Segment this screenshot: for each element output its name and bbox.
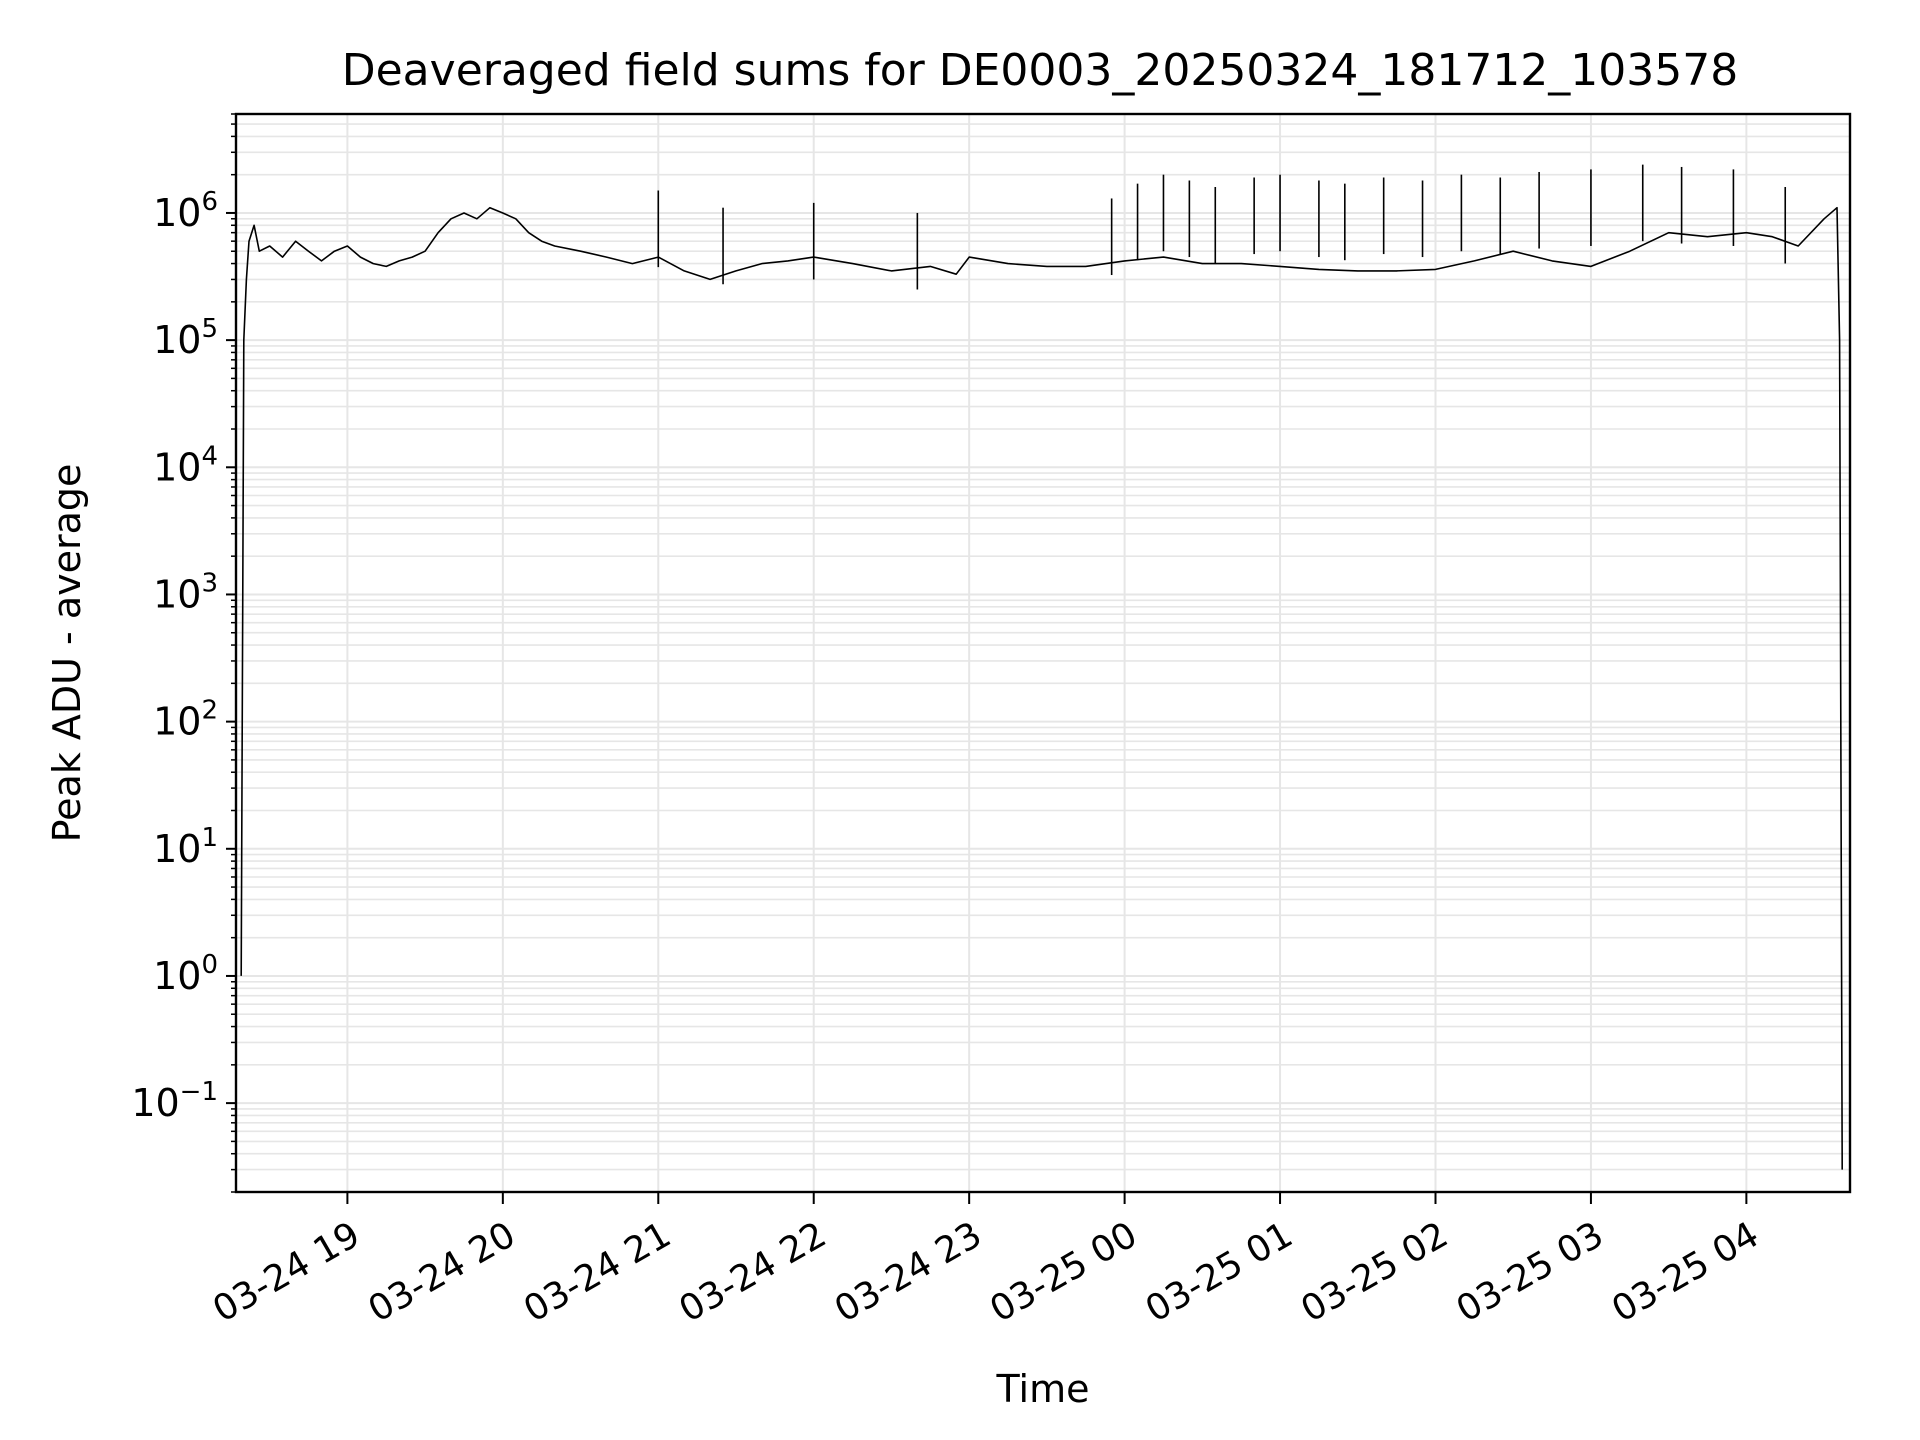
y-tick-label: 106 [153, 187, 218, 235]
y-tick-label: 10−1 [131, 1077, 218, 1125]
minor-grid [236, 113, 1850, 1193]
plot-frame [234, 112, 1852, 1194]
y-axis-label: Peak ADU - average [45, 464, 89, 843]
major-grid [236, 114, 1850, 1192]
data-series [240, 164, 1843, 1170]
y-tick-label: 105 [153, 314, 218, 362]
y-tick-label: 101 [153, 823, 218, 871]
y-tick-label: 102 [153, 696, 218, 744]
x-axis-label: Time [996, 1367, 1090, 1411]
y-tick-label: 104 [153, 441, 218, 489]
chart-title: Deaveraged field sums for DE0003_2025032… [342, 45, 1739, 96]
y-tick-label: 103 [153, 568, 218, 616]
y-axis-ticks: 10−1 100 101 102 103 104 105 106 [131, 113, 236, 1193]
y-tick-label: 100 [153, 950, 218, 998]
